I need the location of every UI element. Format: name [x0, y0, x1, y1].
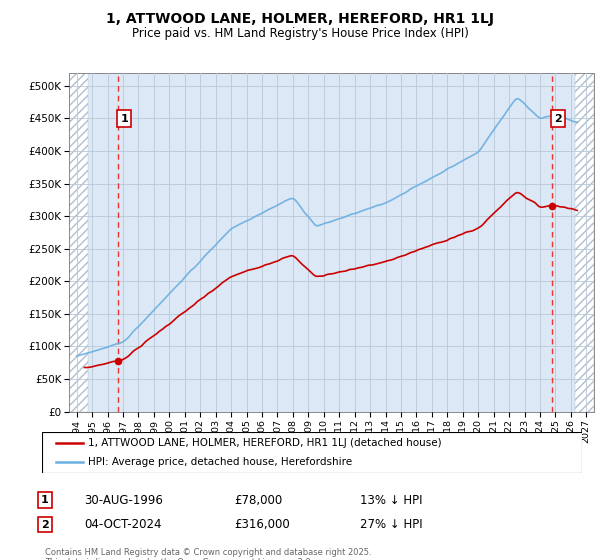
Text: £78,000: £78,000	[234, 493, 282, 507]
Text: Contains HM Land Registry data © Crown copyright and database right 2025.
This d: Contains HM Land Registry data © Crown c…	[45, 548, 371, 560]
Text: 1: 1	[41, 495, 49, 505]
Text: Price paid vs. HM Land Registry's House Price Index (HPI): Price paid vs. HM Land Registry's House …	[131, 27, 469, 40]
Text: 27% ↓ HPI: 27% ↓ HPI	[360, 518, 422, 531]
Text: 1: 1	[120, 114, 128, 124]
Text: 2: 2	[554, 114, 562, 124]
Text: 2: 2	[41, 520, 49, 530]
Text: 04-OCT-2024: 04-OCT-2024	[84, 518, 161, 531]
Text: 13% ↓ HPI: 13% ↓ HPI	[360, 493, 422, 507]
FancyBboxPatch shape	[42, 432, 582, 473]
Text: HPI: Average price, detached house, Herefordshire: HPI: Average price, detached house, Here…	[88, 457, 352, 467]
Text: £316,000: £316,000	[234, 518, 290, 531]
Text: 1, ATTWOOD LANE, HOLMER, HEREFORD, HR1 1LJ (detached house): 1, ATTWOOD LANE, HOLMER, HEREFORD, HR1 1…	[88, 438, 442, 449]
Text: 30-AUG-1996: 30-AUG-1996	[84, 493, 163, 507]
Text: 1, ATTWOOD LANE, HOLMER, HEREFORD, HR1 1LJ: 1, ATTWOOD LANE, HOLMER, HEREFORD, HR1 1…	[106, 12, 494, 26]
